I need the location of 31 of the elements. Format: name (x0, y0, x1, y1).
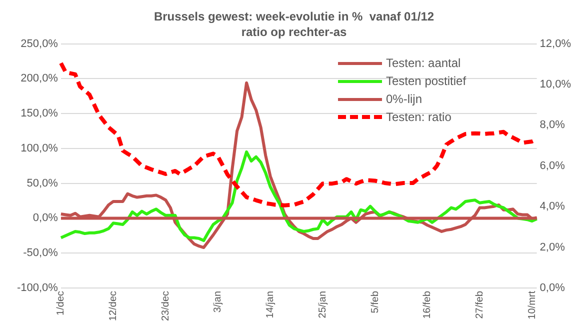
y2-tick-label: 6,0% (540, 160, 566, 172)
y-tick-label: 50,0% (26, 177, 58, 190)
legend-label: 0%-lijn (386, 92, 422, 106)
x-tick-label: 5/feb (370, 290, 381, 314)
y-tick-label: -50,0% (23, 247, 58, 260)
legend-label: Testen: aantal (386, 56, 461, 70)
y2-tick-label: 8,0% (540, 119, 566, 132)
chart-subtitle: ratio op rechter-as (241, 24, 347, 39)
x-tick-label: 27/feb (474, 290, 486, 319)
x-tick-label: 14/jan (265, 290, 276, 318)
x-tick-label: 10/mrt (526, 290, 538, 320)
x-tick-label: 3/jan (212, 290, 224, 313)
legend-label: Testen postitief (386, 74, 466, 88)
y2-tick-label: 4,0% (540, 200, 566, 213)
y-tick-label: 100,0% (20, 142, 58, 154)
chart-title: Brussels gewest: week-evolutie in % vanaf 01/12 (154, 10, 434, 24)
x-tick-label: 23/dec (160, 290, 172, 322)
y2-tick-label: 12,0% (540, 38, 572, 50)
x-tick-label: 16/feb (422, 290, 434, 319)
y2-tick-label: 2,0% (540, 241, 566, 254)
x-tick-label: 25/jan (317, 290, 328, 318)
y-tick-label: 0,0% (32, 212, 58, 224)
x-tick-label: 1/dec (56, 290, 67, 316)
y2-tick-label: 0,0% (540, 282, 566, 294)
y-tick-label: -100,0% (16, 282, 58, 294)
x-tick-label: 12/dec (108, 290, 120, 322)
legend-label: Testen: ratio (386, 110, 452, 124)
y-tick-label: 200,0% (20, 72, 58, 85)
y-tick-label: 150,0% (20, 108, 58, 120)
y2-tick-label: 10,0% (540, 78, 572, 91)
y-tick-label: 250,0% (20, 38, 58, 50)
